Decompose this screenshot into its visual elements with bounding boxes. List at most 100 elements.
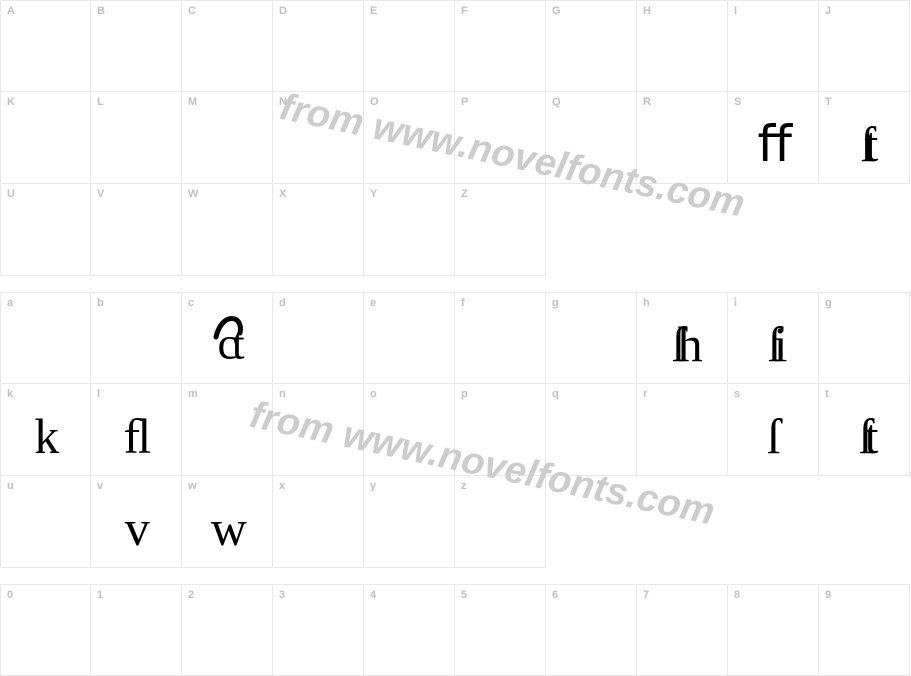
cell-label: O	[370, 96, 379, 108]
glyph-cell: R	[637, 92, 728, 184]
glyph-cell: e	[364, 292, 455, 384]
glyph-cell: K	[0, 92, 91, 184]
glyph: ſt	[860, 119, 868, 169]
glyph-cell: m	[182, 384, 273, 476]
glyph-cell: kk	[0, 384, 91, 476]
chart-row: KLMNOPQRSﬀTſt	[0, 92, 911, 184]
cell-label: 5	[461, 589, 467, 601]
glyph-cell: d	[273, 292, 364, 384]
glyph-cell: 0	[0, 584, 91, 676]
cell-label: C	[188, 5, 196, 17]
cell-label: x	[279, 480, 285, 492]
cell-label: 4	[370, 589, 376, 601]
glyph: ﬀ	[757, 119, 791, 169]
chart-section: abcctdefghſhiſigkklﬂmnopqrsſtſtuvvwwxyz	[0, 292, 911, 568]
glyph-cell: q	[546, 384, 637, 476]
cell-label: Y	[370, 188, 377, 200]
glyph-cell: 1	[91, 584, 182, 676]
glyph-cell: 8	[728, 584, 819, 676]
cell-label: S	[734, 96, 741, 108]
glyph-cell: E	[364, 0, 455, 92]
chart-row: abcctdefghſhiſig	[0, 292, 911, 384]
glyph-cell: ww	[182, 476, 273, 568]
cell-label: 0	[7, 589, 13, 601]
cell-label: u	[7, 480, 14, 492]
glyph-cell: A	[0, 0, 91, 92]
glyph-cell: 7	[637, 584, 728, 676]
glyph-cell: F	[455, 0, 546, 92]
glyph-cell: tſt	[819, 384, 910, 476]
glyph-cell: Y	[364, 184, 455, 276]
glyph-cell: g	[546, 292, 637, 384]
glyph-cell: a	[0, 292, 91, 384]
cell-label: w	[188, 480, 197, 492]
cell-label: H	[643, 5, 651, 17]
glyph-cell: 3	[273, 584, 364, 676]
glyph-cell: 9	[819, 584, 910, 676]
glyph-cell: Tſt	[819, 92, 910, 184]
cell-label: 2	[188, 589, 194, 601]
cell-label: v	[97, 480, 103, 492]
glyph: ſh	[672, 319, 695, 369]
glyph-cell: p	[455, 384, 546, 476]
cell-label: o	[370, 388, 377, 400]
cell-label: 6	[552, 589, 558, 601]
cell-label: g	[825, 297, 832, 309]
glyph: v	[125, 503, 150, 553]
glyph-cell: Sﬀ	[728, 92, 819, 184]
cell-label: 1	[97, 589, 103, 601]
cell-label: I	[734, 5, 737, 17]
glyph-cell: 4	[364, 584, 455, 676]
cell-label: g	[552, 297, 559, 309]
glyph-cell: lﬂ	[91, 384, 182, 476]
glyph-cell: B	[91, 0, 182, 92]
glyph-cell: h ſh	[637, 292, 728, 384]
glyph-cell: Q	[546, 92, 637, 184]
chart-row: uvvwwxyz	[0, 476, 911, 568]
glyph-cell: L	[91, 92, 182, 184]
cell-label: U	[7, 188, 15, 200]
cell-label: T	[825, 96, 832, 108]
glyph-cell: Z	[455, 184, 546, 276]
cell-label: r	[643, 388, 647, 400]
section-gap	[0, 276, 911, 292]
chart-row: kklﬂmnopqrsſtſt	[0, 384, 911, 476]
glyph-cell: D	[273, 0, 364, 92]
chart-row: 0 1 2 34 5 6 7 8 9	[0, 584, 911, 676]
section-gap	[0, 568, 911, 584]
glyph-cell: W	[182, 184, 273, 276]
glyph-cell: U	[0, 184, 91, 276]
glyph: k	[34, 411, 59, 461]
cell-label: R	[643, 96, 651, 108]
glyph-cell: I	[728, 0, 819, 92]
cell-label: F	[461, 5, 468, 17]
cell-label: P	[461, 96, 468, 108]
glyph-cell: 2	[182, 584, 273, 676]
cell-label: a	[7, 297, 13, 309]
ligature-tie-icon	[182, 293, 273, 385]
glyph-cell: M	[182, 92, 273, 184]
glyph-cell: sſ	[728, 384, 819, 476]
glyph-cell: X	[273, 184, 364, 276]
glyph-cell: vv	[91, 476, 182, 568]
character-map-chart: ABCDEFGHIJKLMNOPQRSﬀTſtUVWXYZabcctdefghſ…	[0, 0, 911, 676]
glyph-cell: P	[455, 92, 546, 184]
cell-label: y	[370, 480, 376, 492]
glyph-cell: iſi	[728, 292, 819, 384]
cell-label: N	[279, 96, 287, 108]
cell-label: h	[643, 297, 650, 309]
cell-label: K	[7, 96, 15, 108]
glyph: ﬂ	[123, 411, 151, 461]
chart-row: ABCDEFGHIJ	[0, 0, 911, 92]
cell-label: k	[7, 388, 13, 400]
glyph: ſi	[768, 319, 780, 369]
chart-section: ABCDEFGHIJKLMNOPQRSﬀTſtUVWXYZ	[0, 0, 911, 276]
cell-label: 7	[643, 589, 649, 601]
glyph-cell: G	[546, 0, 637, 92]
cell-label: X	[279, 188, 286, 200]
cell-label: 8	[734, 589, 740, 601]
glyph-cell: 6	[546, 584, 637, 676]
glyph-cell: N	[273, 92, 364, 184]
chart-section: 0 1 2 34 5 6 7 8 9	[0, 584, 911, 676]
glyph-cell: b	[91, 292, 182, 384]
